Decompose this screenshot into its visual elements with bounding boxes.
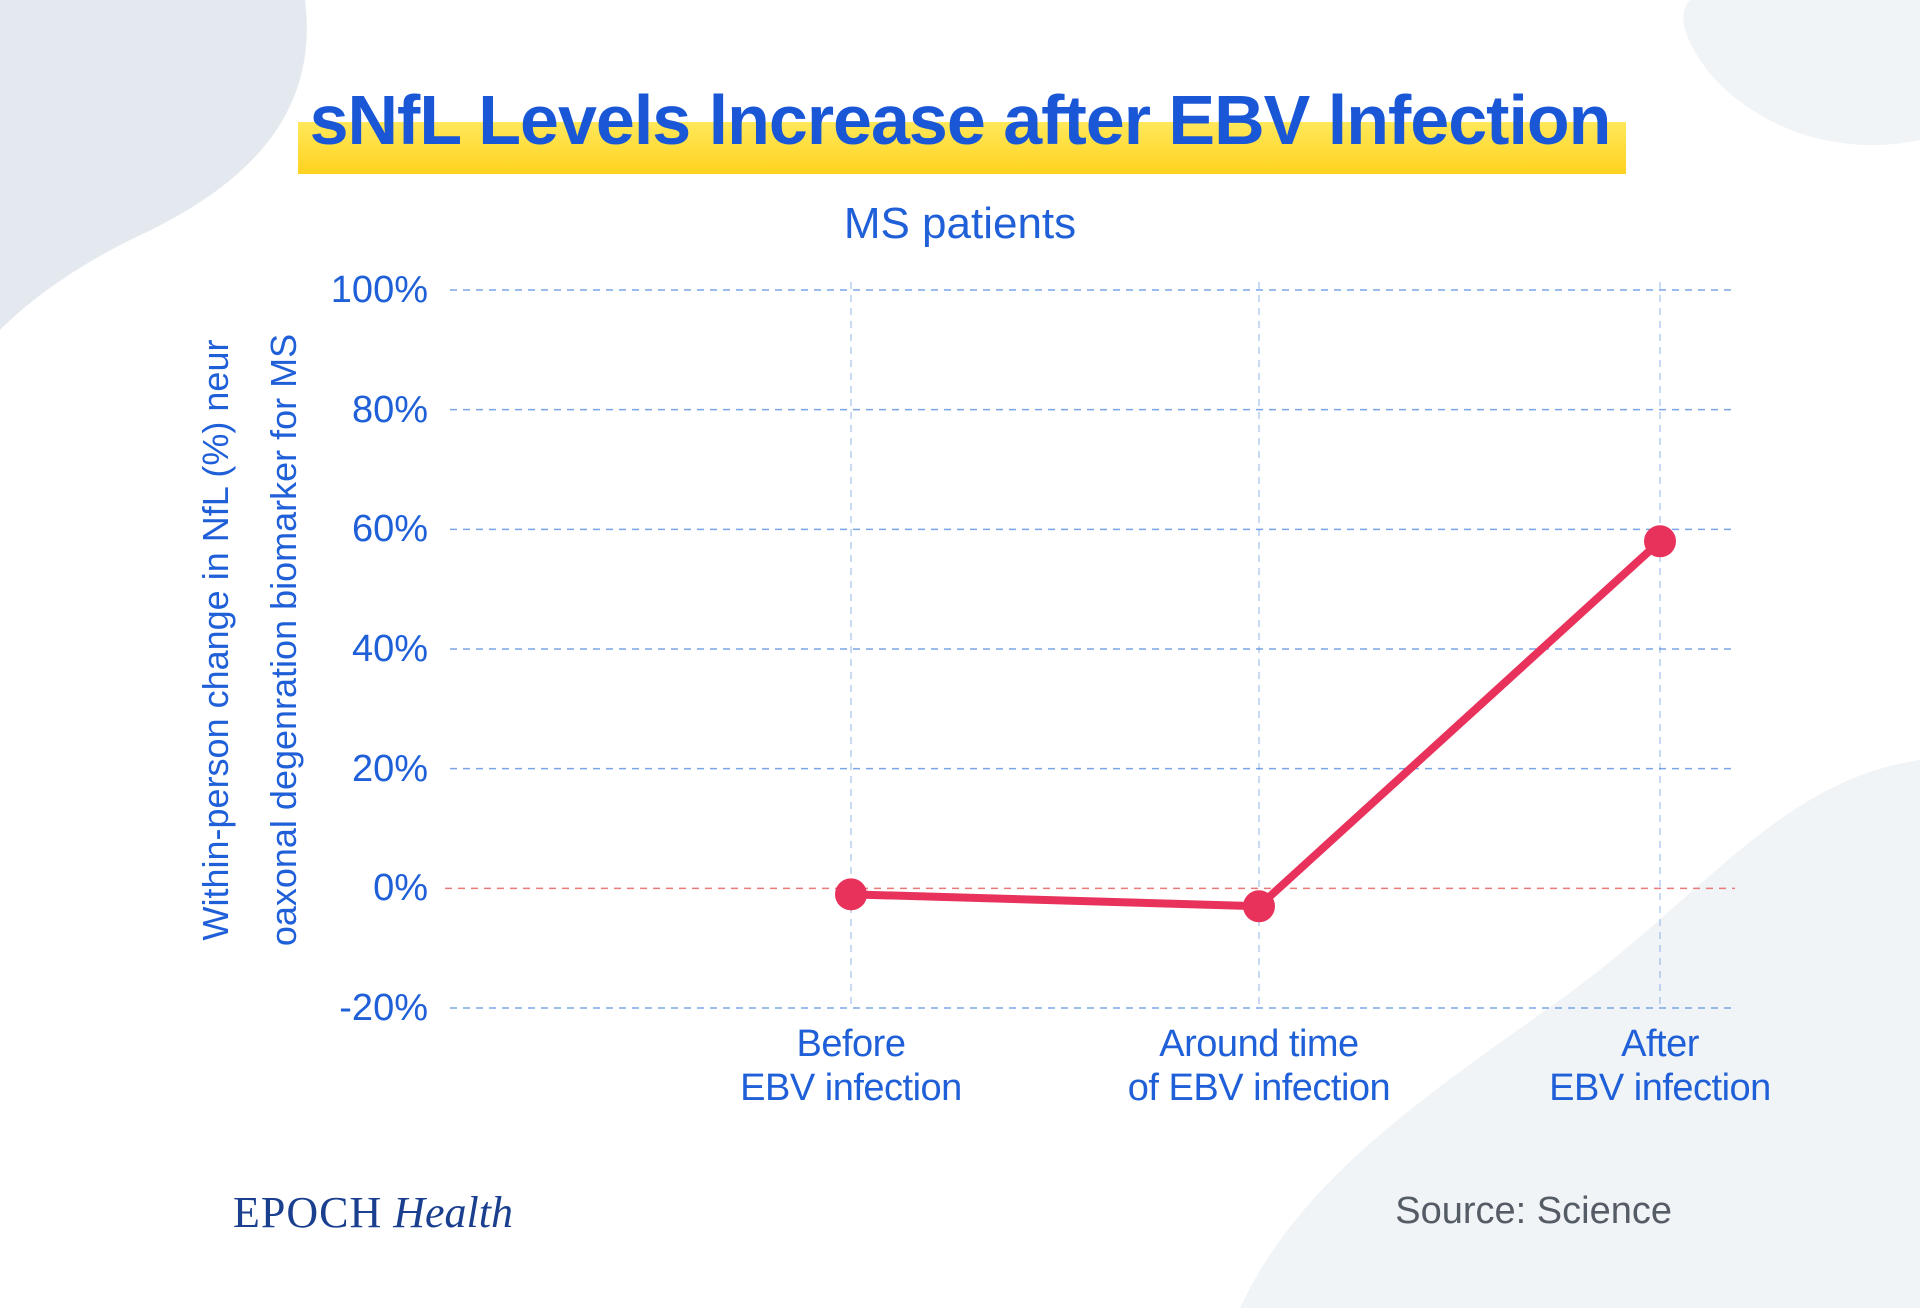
y-tick-label: 80% [351, 388, 428, 431]
y-tick-label: 0% [373, 867, 428, 910]
y-tick-label: 60% [351, 508, 428, 551]
data-point [835, 878, 867, 911]
x-tick-label: Before EBV infection [740, 1023, 962, 1109]
bg-shape-bottom-right [1240, 760, 1920, 1308]
y-tick-label: -20% [339, 987, 428, 1029]
page-title: sNfL Levels lncrease after EBV lnfection [309, 81, 1612, 159]
brand-logo: EPOCH Health [233, 1188, 513, 1238]
brand-sub: Health [393, 1188, 514, 1237]
brand-name: EPOCH [233, 1188, 383, 1237]
y-tick-label: 100% [330, 269, 428, 311]
chart-subtitle: MS patients [843, 199, 1077, 248]
y-tick-label: 40% [351, 628, 428, 670]
data-point [1644, 525, 1676, 558]
series-line [847, 537, 1664, 911]
x-tick-label: Around time of EBV infection [1127, 1023, 1391, 1109]
bg-shape-top-right [1683, 0, 1920, 146]
source-credit: Source: Science [1395, 1190, 1672, 1232]
data-point [1243, 890, 1275, 923]
bg-shape-top-left [0, 0, 307, 330]
title-highlight [298, 122, 1626, 174]
y-tick-label: 20% [351, 747, 428, 790]
x-tick-label: After EBV infection [1549, 1023, 1771, 1109]
